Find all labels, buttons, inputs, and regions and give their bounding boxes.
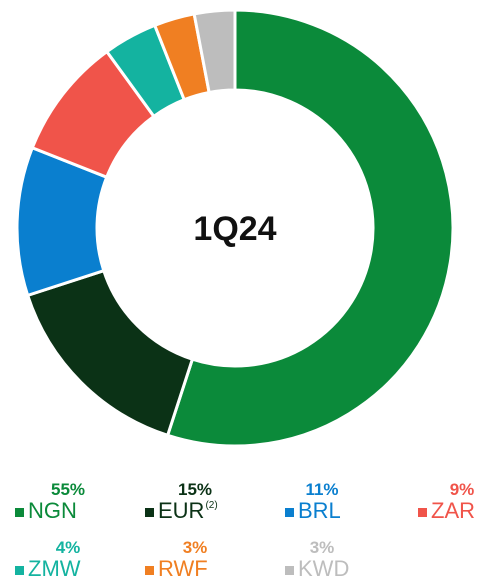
legend-swatch [285, 566, 294, 575]
legend-label: ZAR [431, 498, 475, 523]
legend-note: (2) [205, 500, 217, 511]
legend-value-label: 3% [310, 538, 335, 557]
legend-value-label: 15% [178, 480, 212, 499]
legend-swatch [15, 508, 24, 517]
legend-value-label: 55% [51, 480, 85, 499]
legend-value-label: 11% [305, 480, 338, 499]
legend-swatch [285, 508, 294, 517]
legend-label: NGN [28, 498, 77, 523]
legend-value-label: 9% [450, 480, 475, 499]
legend-swatch [15, 566, 24, 575]
legend-label: ZMW [28, 556, 81, 579]
legend-label: RWF [158, 556, 208, 579]
slice [25, 268, 195, 438]
legend-swatch [418, 508, 427, 517]
legend-value-label: 3% [183, 538, 208, 557]
legend-label: BRL [298, 498, 341, 523]
legend-swatch [145, 508, 154, 517]
legend-label: KWD [298, 556, 349, 579]
legend-value-label: 4% [56, 538, 81, 557]
legend-label: EUR [158, 498, 204, 523]
slice [192, 8, 237, 95]
slice [165, 8, 455, 448]
center-label: 1Q24 [193, 210, 276, 248]
legend-swatch [145, 566, 154, 575]
